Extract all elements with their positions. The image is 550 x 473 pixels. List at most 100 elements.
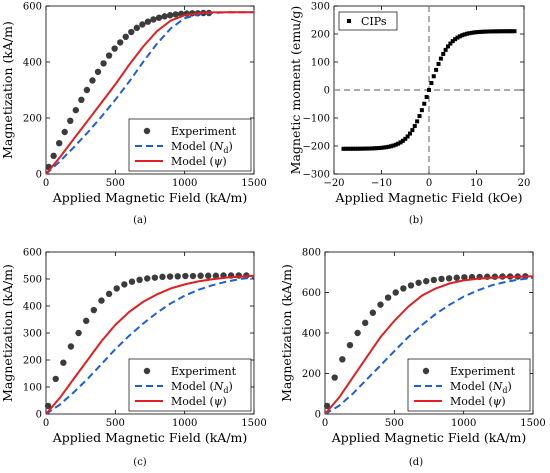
y-axis-label: Magnetic moment (emu/g) [288, 6, 303, 175]
x-axis-label: Applied Magnetic Field (kA/m) [52, 430, 248, 445]
y-tick-label: −100 [303, 114, 330, 125]
cips-point [424, 94, 429, 99]
experiment-point [144, 18, 152, 25]
y-tick-label: −200 [303, 142, 330, 153]
cips-point [443, 47, 448, 52]
cips-point [453, 37, 458, 42]
cips-point [498, 29, 503, 34]
experiment-point [113, 285, 120, 292]
model-psi-line [45, 274, 255, 415]
experiment-point [44, 402, 52, 410]
experiment-point [139, 21, 146, 28]
experiment-point [331, 374, 338, 381]
experiment-point [121, 281, 128, 288]
experiment-point [150, 16, 157, 23]
experiment-point [362, 319, 369, 327]
experiment-point [78, 96, 85, 104]
panel-label-d: (d) [409, 457, 423, 468]
x-axis-label: Applied Magnetic Field (kOe) [334, 190, 522, 205]
x-tick-label: 1000 [451, 418, 476, 429]
y-axis-label: Magnetization (kA/m) [279, 264, 294, 402]
cips-point [384, 145, 389, 150]
x-tick-label: 0 [43, 178, 49, 189]
cips-point [362, 146, 367, 151]
cips-point [427, 88, 431, 92]
cips-point [434, 67, 439, 72]
experiment-point [72, 106, 80, 114]
cips-point [450, 39, 455, 44]
cips-point [474, 30, 479, 35]
chart-b: −20 −10 0 10 20−300−200−1000100200300Applied… [288, 2, 530, 206]
cips-point [481, 29, 486, 34]
cips-point [412, 124, 417, 129]
legend-experiment-marker [422, 367, 430, 375]
cips-point [343, 146, 348, 151]
x-tick-label: 1500 [241, 178, 266, 189]
experiment-point [189, 272, 197, 280]
cips-point [479, 29, 484, 34]
experiment-point [116, 39, 124, 46]
cips-point [353, 146, 358, 151]
experiment-point [100, 60, 107, 67]
cips-point [367, 146, 372, 151]
experiment-point [133, 24, 141, 32]
cips-point [503, 29, 507, 34]
legend-label: Model (ψ) [450, 395, 506, 408]
x-tick-label: 500 [106, 178, 125, 189]
experiment-point [94, 68, 102, 76]
y-tick-label: 600 [23, 248, 42, 259]
experiment-point [461, 274, 468, 281]
experiment-point [105, 52, 113, 59]
cips-point [491, 29, 496, 34]
x-tick-label: 1000 [172, 418, 197, 429]
cips-point [436, 61, 441, 66]
experiment-point [128, 278, 136, 285]
experiment-point [122, 33, 129, 40]
legend-cips-marker [347, 19, 351, 23]
experiment-point [166, 273, 174, 280]
experiment-point [161, 13, 168, 20]
cips-point [358, 146, 363, 151]
cips-point [415, 119, 420, 124]
model-nd-line [45, 276, 255, 415]
legend-experiment-marker [143, 367, 151, 375]
experiment-point [67, 117, 74, 125]
legend-label: Model (Nd) [171, 140, 233, 155]
y-tick-label: 400 [302, 329, 321, 340]
cips-point [419, 108, 424, 113]
experiment-point [60, 359, 67, 366]
x-tick-label: 500 [385, 418, 404, 429]
legend-label: Experiment [171, 125, 237, 138]
y-tick-label: 200 [23, 356, 42, 367]
panel-label-c: (c) [133, 457, 147, 468]
cips-point [448, 41, 453, 46]
cips-point [396, 141, 401, 146]
y-axis-label: Magnetization (kA/m) [0, 264, 15, 402]
cips-point [495, 29, 500, 34]
y-tick-label: 600 [23, 2, 42, 13]
cips-point [460, 33, 465, 38]
cips-point [512, 29, 517, 34]
cips-point [438, 56, 443, 61]
experiment-point [197, 272, 204, 279]
experiment-point [377, 301, 384, 308]
cips-point [370, 146, 374, 151]
chart-d: 0 500 1000 1500 0 200 400 600 800 Applied Magneti… [279, 248, 546, 446]
cips-point [374, 146, 379, 151]
y-tick-label: 0 [324, 86, 330, 97]
cips-point [403, 136, 408, 141]
experiment-point [151, 274, 159, 281]
cips-point [341, 146, 346, 151]
experiment-point [205, 272, 212, 279]
cips-point [465, 31, 469, 36]
experiment-point [55, 140, 63, 147]
experiment-point [346, 341, 354, 349]
experiment-point [430, 276, 438, 284]
y-tick-label: 300 [23, 329, 42, 340]
experiment-point [111, 45, 118, 52]
y-tick-label: 0 [36, 410, 42, 421]
cips-point [400, 138, 405, 143]
y-tick-label: 400 [23, 58, 42, 69]
experiment-point [415, 279, 422, 286]
